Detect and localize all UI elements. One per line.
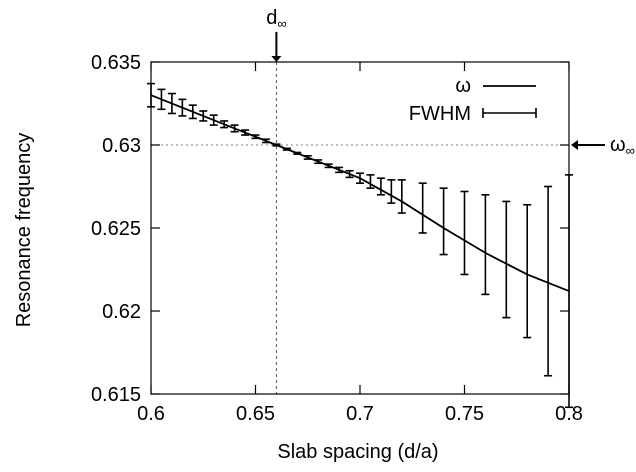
error-bar	[481, 194, 490, 296]
error-bar	[460, 190, 469, 276]
error-bar	[523, 203, 532, 339]
legend-label-omega: ω	[455, 75, 471, 97]
x-tick-label: 0.75	[445, 403, 484, 425]
x-tick-label: 0.65	[236, 403, 275, 425]
y-tick-label: 0.625	[91, 218, 141, 240]
omega-infinity-arrow-head	[571, 140, 578, 150]
error-bar	[376, 177, 385, 196]
d-infinity-subscript: ∞	[277, 16, 286, 31]
error-bar	[397, 179, 406, 214]
d-infinity-arrow-head	[271, 56, 282, 62]
omega-series-line	[150, 94, 570, 292]
omega-infinity-subscript: ∞	[626, 143, 635, 158]
error-bar	[439, 187, 448, 256]
d-infinity-label: d∞	[266, 7, 286, 31]
legend-errorbar-sample	[482, 108, 537, 118]
x-tick-label: 0.8	[555, 403, 583, 425]
y-axis-label: Resonance frequency	[13, 133, 35, 328]
y-tick-label: 0.63	[102, 135, 141, 157]
omega-infinity-label: ω∞	[610, 134, 635, 158]
axes-layer: 0.6 0.65 0.7 0.75 0.8 0.615 0.62 0.625 0.63 0.635…	[91, 7, 635, 425]
error-bar	[502, 200, 511, 319]
error-bar	[544, 185, 553, 377]
x-axis-label: Slab spacing (d/a)	[277, 441, 438, 463]
x-tick-label: 0.6	[137, 403, 165, 425]
error-bar	[418, 182, 427, 234]
y-tick-label: 0.615	[91, 384, 141, 406]
y-tick-label: 0.635	[91, 52, 141, 74]
x-tick-label: 0.7	[346, 403, 374, 425]
legend-label-fwhm: FWHM	[409, 103, 471, 125]
y-tick-label: 0.62	[102, 301, 141, 323]
error-bar	[387, 179, 396, 204]
error-bar	[366, 174, 375, 189]
